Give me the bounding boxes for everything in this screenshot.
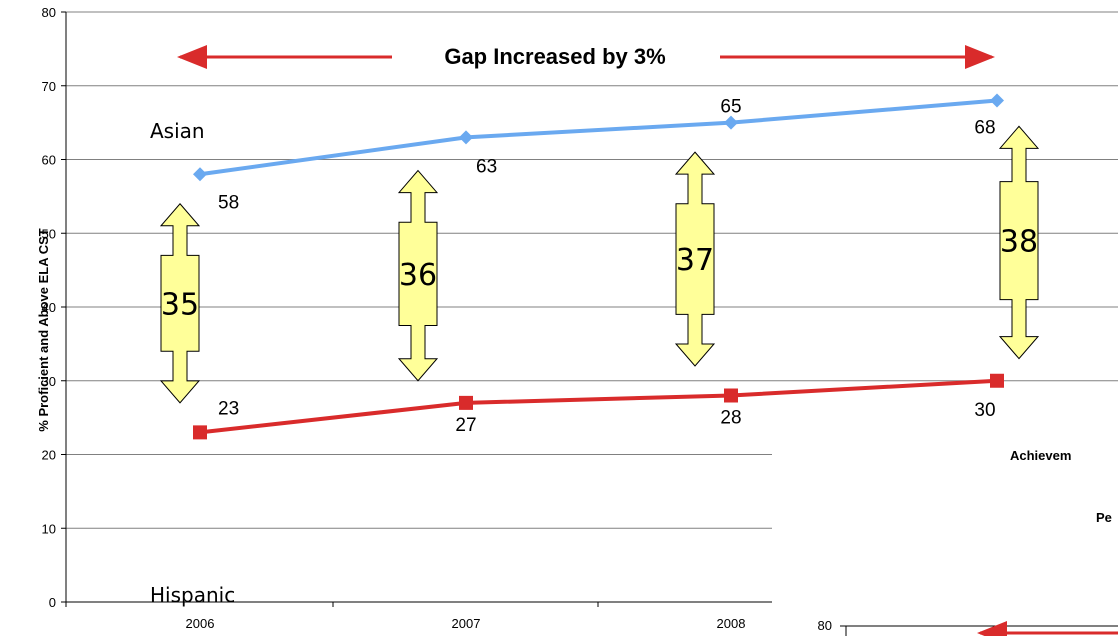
y-tick-label: 60 xyxy=(42,153,56,168)
point-asian xyxy=(990,93,1004,108)
y-tick-label: 80 xyxy=(42,5,56,20)
gridlines xyxy=(66,11,1118,529)
data-label: 28 xyxy=(720,408,741,429)
point-asian xyxy=(459,130,473,145)
overlap-y-tick-label: 80 xyxy=(818,618,832,633)
point-asian xyxy=(724,115,738,130)
y-tick-label: 30 xyxy=(42,374,56,389)
x-tick-label: 2008 xyxy=(717,616,746,631)
point-asian xyxy=(193,167,207,182)
gap-annotation: Gap Increased by 3% xyxy=(444,44,665,69)
y-tick-label: 40 xyxy=(42,300,56,315)
overlap-title-line1: Achievem xyxy=(1010,448,1071,463)
gap-arrow xyxy=(397,169,439,382)
gap-arrow xyxy=(674,151,716,367)
y-tick-label: 70 xyxy=(42,79,56,94)
series-line-hispanic xyxy=(199,378,998,435)
overlap-panel: Achievem Pe 80 xyxy=(772,448,1118,636)
y-tick-label: 50 xyxy=(42,226,56,241)
data-label: 65 xyxy=(720,97,741,118)
data-label: 30 xyxy=(974,400,995,421)
gap-value: 35 xyxy=(161,287,199,322)
gap-arrow xyxy=(159,202,201,404)
x-tick-label: 2006 xyxy=(186,616,215,631)
series-label-asian: Asian xyxy=(150,119,205,143)
y-axis-label: % Proficient and Above ELA CST xyxy=(36,228,51,432)
point-hispanic xyxy=(990,373,1004,388)
y-tick-label: 10 xyxy=(42,521,56,536)
gap-value: 37 xyxy=(676,243,714,278)
data-label: 68 xyxy=(974,118,995,139)
overlap-panel-bg xyxy=(772,452,1118,636)
gap-value: 38 xyxy=(1000,225,1038,260)
series-label-hispanic: Hispanic xyxy=(150,583,235,607)
data-label: 23 xyxy=(218,398,239,419)
y-tick-label: 0 xyxy=(49,595,56,610)
gap-value: 36 xyxy=(399,258,437,293)
data-label: 58 xyxy=(218,192,239,213)
point-hispanic xyxy=(193,425,207,440)
data-label: 27 xyxy=(455,415,476,436)
data-labels: 58 63 65 68 23 27 28 30 xyxy=(218,97,996,436)
series-line-asian xyxy=(199,98,998,177)
gap-banner: Gap Increased by 3% xyxy=(177,44,995,69)
gap-arrow xyxy=(998,125,1040,360)
series xyxy=(193,93,1004,440)
point-hispanic xyxy=(459,395,473,410)
data-label: 63 xyxy=(476,156,497,177)
point-hispanic xyxy=(724,388,738,403)
gap-arrows: 35 36 37 38 xyxy=(159,125,1040,404)
overlap-title-line2: Pe xyxy=(1096,510,1112,525)
y-tick-label: 20 xyxy=(42,448,56,463)
x-tick-label: 2007 xyxy=(452,616,481,631)
